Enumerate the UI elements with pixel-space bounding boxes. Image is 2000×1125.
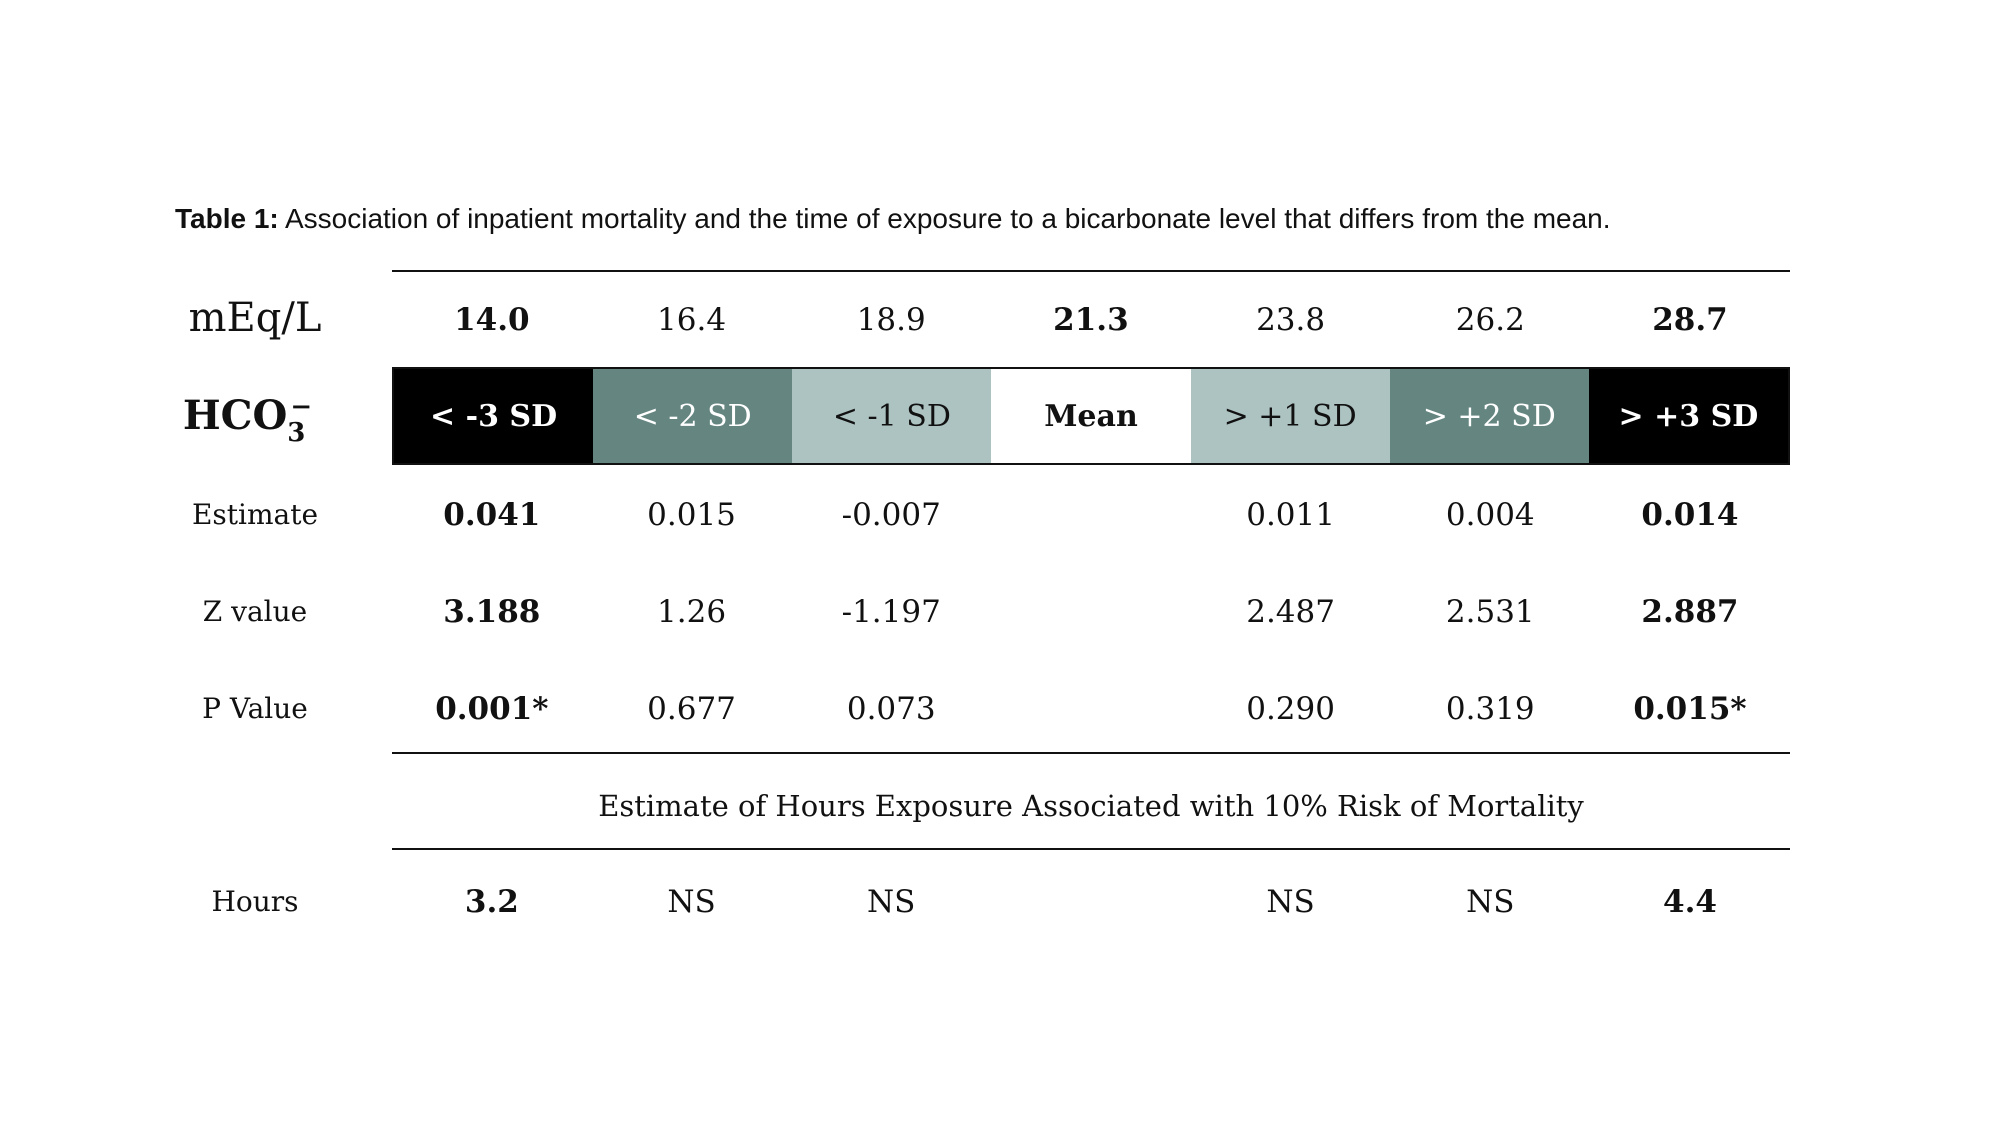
p-value-cell: 0.001* <box>435 691 549 727</box>
table-caption: Table 1: Association of inpatient mortal… <box>175 203 1611 235</box>
sd-band: Mean <box>991 369 1191 463</box>
p-value-cell: 0.073 <box>846 691 936 727</box>
meq-cell: 16.4 <box>657 302 727 338</box>
z-value-cell: 2.487 <box>1246 594 1335 630</box>
hours-label: Hours <box>211 885 299 918</box>
sd-band: > +1 SD <box>1190 369 1390 463</box>
p-value-cell: 0.319 <box>1445 691 1535 727</box>
caption-text: Association of inpatient mortality and t… <box>284 203 1611 234</box>
hours-row: 3.2 NS NS NS NS 4.4 <box>392 872 1790 932</box>
estimate-cell: 0.011 <box>1246 497 1335 533</box>
p-value-row: 0.001* 0.677 0.073 0.290 0.319 0.015* <box>392 679 1790 739</box>
z-value-cell: 2.887 <box>1641 594 1739 630</box>
p-value-cell: 0.015* <box>1633 691 1747 727</box>
estimate-cell: -0.007 <box>841 497 941 533</box>
z-value-cell: -1.197 <box>841 594 941 630</box>
meq-cell: 26.2 <box>1455 302 1525 338</box>
z-value-cell: 1.26 <box>657 594 727 630</box>
hours-cell: NS <box>1466 884 1515 920</box>
meq-row: 14.0 16.4 18.9 21.3 23.8 26.2 28.7 <box>392 290 1790 350</box>
estimate-cell: 0.041 <box>443 497 541 533</box>
caption-label: Table 1: <box>175 203 279 234</box>
meq-cell: 23.8 <box>1256 302 1326 338</box>
meq-cell: 14.0 <box>454 302 530 338</box>
z-value-cell: 2.531 <box>1445 594 1535 630</box>
sd-band: < -3 SD <box>394 369 594 463</box>
hours-cell: 3.2 <box>464 884 519 920</box>
meq-cell: 21.3 <box>1053 302 1129 338</box>
hours-cell: NS <box>667 884 716 920</box>
hours-cell: NS <box>1266 884 1315 920</box>
hours-cell: 4.4 <box>1663 884 1717 920</box>
top-rule <box>392 270 1790 272</box>
hours-cell: NS <box>867 884 916 920</box>
sd-band: > +3 SD <box>1588 369 1788 463</box>
mid-rule <box>392 752 1790 754</box>
hco3-superscript: − <box>290 392 313 422</box>
z-value-cell: 3.188 <box>443 594 541 630</box>
meq-cell: 18.9 <box>856 302 926 338</box>
hco3-base: HCO <box>182 392 288 439</box>
lower-rule <box>392 848 1790 850</box>
units-label: mEq/L <box>188 295 322 341</box>
meq-cell: 28.7 <box>1652 302 1728 338</box>
sd-band: < -1 SD <box>792 369 992 463</box>
p-value-cell: 0.677 <box>647 691 736 727</box>
section-title: Estimate of Hours Exposure Associated wi… <box>598 789 1584 823</box>
sd-band: > +2 SD <box>1389 369 1589 463</box>
estimate-cell: 0.014 <box>1641 497 1739 533</box>
z-value-row: 3.188 1.26 -1.197 2.487 2.531 2.887 <box>392 582 1790 642</box>
estimate-cell: 0.015 <box>647 497 736 533</box>
sd-band: < -2 SD <box>593 369 793 463</box>
estimate-row: 0.041 0.015 -0.007 0.011 0.004 0.014 <box>392 485 1790 545</box>
hco3-subscript: 3 <box>287 418 306 448</box>
p-value-cell: 0.290 <box>1246 691 1335 727</box>
estimate-label: Estimate <box>191 498 319 531</box>
z-value-label: Z value <box>202 595 308 628</box>
estimate-cell: 0.004 <box>1445 497 1535 533</box>
p-value-label: P Value <box>202 692 308 725</box>
sd-band-row: < -3 SD < -2 SD < -1 SD Mean > +1 SD > +… <box>392 367 1790 465</box>
hco3-label: HCO3− <box>155 394 355 446</box>
